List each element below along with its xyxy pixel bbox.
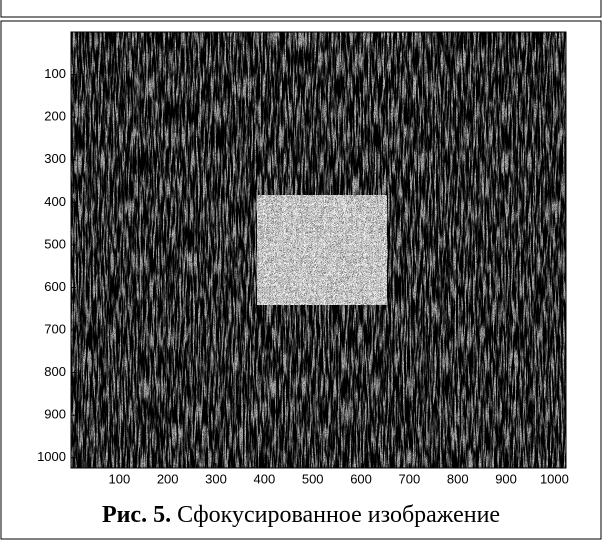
x-tick-label: 100 bbox=[108, 471, 130, 486]
axes-box bbox=[70, 31, 567, 469]
x-tick-label: 800 bbox=[447, 471, 469, 486]
caption: Рис. 5. Сфокусированное изображение bbox=[0, 502, 602, 529]
y-tick-label: 800 bbox=[44, 364, 66, 379]
y-tick-label: 100 bbox=[44, 66, 66, 81]
x-tick-label: 900 bbox=[495, 471, 517, 486]
x-tick-label: 400 bbox=[254, 471, 276, 486]
target-grain bbox=[257, 195, 387, 305]
y-tick-label: 600 bbox=[44, 279, 66, 294]
y-tick-label: 700 bbox=[44, 321, 66, 336]
y-tick-label: 300 bbox=[44, 151, 66, 166]
x-tick-label: 1000 bbox=[540, 471, 569, 486]
y-tick-label: 1000 bbox=[37, 449, 66, 464]
y-tick-label: 500 bbox=[44, 236, 66, 251]
plot: 100 200 300 400 500 600 700 800 900 1000 100 200 300… bbox=[37, 31, 569, 486]
caption-label: Рис. 5. bbox=[101, 502, 172, 528]
x-tick-label: 600 bbox=[350, 471, 372, 486]
x-tick-label: 700 bbox=[399, 471, 421, 486]
y-tick-label: 900 bbox=[44, 407, 66, 422]
caption-text: Сфокусированное изображение bbox=[177, 502, 501, 528]
figure-frame bbox=[0, 20, 602, 540]
x-tick-label: 500 bbox=[302, 471, 324, 486]
previous-frame bbox=[0, 0, 602, 18]
x-tick-label: 200 bbox=[157, 471, 179, 486]
y-tick-label: 400 bbox=[44, 194, 66, 209]
x-tick-label: 300 bbox=[205, 471, 227, 486]
y-tick-label: 200 bbox=[44, 109, 66, 124]
